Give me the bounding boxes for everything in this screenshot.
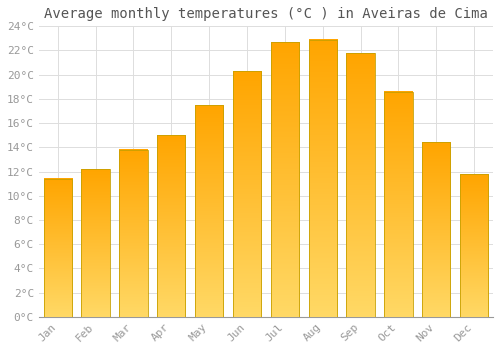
Bar (270, 42, 299, 317)
Bar (233, 71, 261, 317)
Bar (195, 105, 224, 317)
Bar (422, 142, 450, 317)
Bar (82, 169, 110, 317)
Bar (384, 92, 412, 317)
Bar (157, 135, 186, 317)
Bar (346, 53, 375, 317)
Bar (308, 40, 337, 317)
Bar (460, 174, 488, 317)
Title: Average monthly temperatures (°C ) in Aveiras de Cima: Average monthly temperatures (°C ) in Av… (44, 7, 488, 21)
Bar (119, 150, 148, 317)
Bar (44, 179, 72, 317)
